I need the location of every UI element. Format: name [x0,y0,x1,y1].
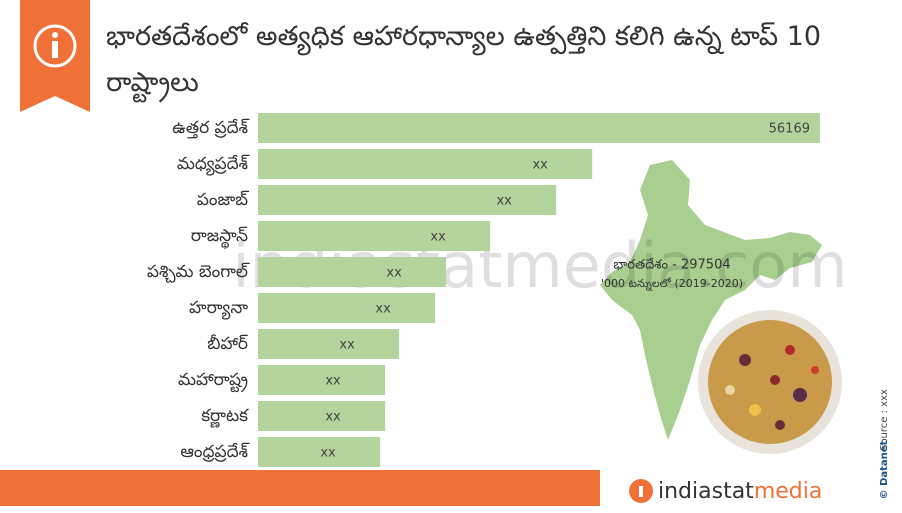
annotation: '000 టన్నులలో (2019-2020) [601,277,743,291]
category-label: రాజస్థాన్ [191,226,248,249]
value-label: xx [496,194,512,209]
bowl-dots [725,345,819,430]
category-label: కర్ణాటక [201,406,249,428]
footer-band [0,470,600,506]
bar [258,257,447,287]
footer-brand: indiastatmedia [658,479,822,504]
info-icon [33,24,77,68]
value-label: xx [339,338,355,353]
bowl-food [708,320,832,444]
chart-title: భారతదేశంలో అత్యధిక ఆహారధాన్యాల ఉత్పత్తిన… [106,21,822,98]
credit: © Datanet [879,440,890,499]
category-label: బీహార్ [207,334,248,354]
bar [258,221,491,251]
value-label: xx [532,158,548,173]
category-label: మహారాష్ట్ర [178,370,248,393]
value-label: xx [320,446,336,461]
bar [258,113,820,143]
category-label: మధ్యప్రదేశ్ [177,154,250,176]
annotation: భారతదేశం - 297504 [613,258,730,273]
value-label: xx [375,302,391,317]
category-label: ఆంధ్రప్రదేశ్ [180,442,249,462]
footer-logo-bar [639,486,643,497]
info-bar [52,41,58,58]
bar [258,437,381,467]
bar [258,365,386,395]
bar [258,185,557,215]
brand-right: media [754,479,823,504]
brand-left: indiastat [658,479,754,504]
value-label: xx [386,266,402,281]
title-box: భారతదేశంలో అత్యధిక ఆహారధాన్యాల ఉత్పత్తిన… [106,21,822,98]
bar [258,401,386,431]
bar [258,293,436,323]
category-label: పశ్చిమ బెంగాల్ [147,262,250,283]
source: Source : xxx [879,389,890,451]
category-label: పంజాబ్ [197,190,249,210]
value-label: 56169 [769,122,810,137]
bar [258,329,400,359]
bars: ఉత్తర ప్రదేశ్ 56169 మధ్యప్రదేశ్ xx పంజాబ్ xx ర… [147,113,820,467]
category-label: హర్యానా [189,298,248,320]
india-map [600,160,822,440]
info-dot [52,32,58,38]
value-label: xx [430,230,446,245]
bar [258,149,593,179]
value-label: xx [325,374,341,389]
category-label: ఉత్తర ప్రదేశ్ [172,118,249,139]
value-label: xx [325,410,341,425]
